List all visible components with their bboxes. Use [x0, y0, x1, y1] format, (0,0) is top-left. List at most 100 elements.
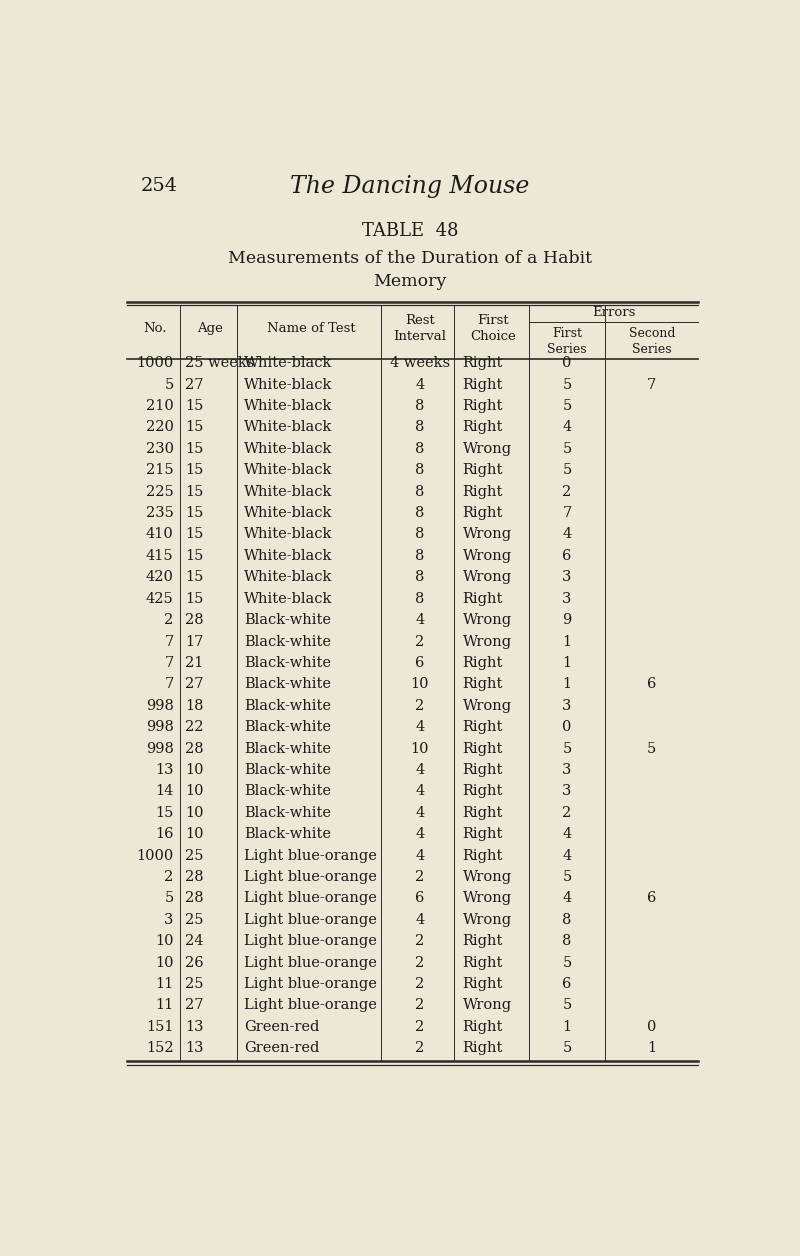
Text: Black-white: Black-white [244, 806, 331, 820]
Text: Name of Test: Name of Test [267, 322, 355, 334]
Text: Black-white: Black-white [244, 613, 331, 627]
Text: Wrong: Wrong [462, 613, 512, 627]
Text: 25 weeks: 25 weeks [186, 357, 254, 371]
Text: 22: 22 [186, 720, 204, 735]
Text: 5: 5 [647, 741, 657, 756]
Text: 5: 5 [562, 463, 571, 477]
Text: Black-white: Black-white [244, 741, 331, 756]
Text: 4: 4 [415, 806, 424, 820]
Text: 13: 13 [155, 762, 174, 777]
Text: No.: No. [143, 322, 166, 334]
Text: 15: 15 [186, 506, 204, 520]
Text: Wrong: Wrong [462, 999, 512, 1012]
Text: 15: 15 [186, 549, 204, 563]
Text: Green-red: Green-red [244, 1020, 319, 1034]
Text: 254: 254 [140, 177, 178, 195]
Text: 4: 4 [415, 613, 424, 627]
Text: 5: 5 [562, 741, 571, 756]
Text: 7: 7 [562, 506, 571, 520]
Text: 8: 8 [562, 934, 572, 948]
Text: 6: 6 [647, 677, 657, 691]
Text: 4: 4 [415, 913, 424, 927]
Text: 8: 8 [415, 592, 424, 605]
Text: Right: Right [462, 849, 503, 863]
Text: Right: Right [462, 828, 503, 842]
Text: 15: 15 [155, 806, 174, 820]
Text: 4: 4 [415, 762, 424, 777]
Text: 7: 7 [164, 677, 174, 691]
Text: Black-white: Black-white [244, 634, 331, 648]
Text: 28: 28 [186, 870, 204, 884]
Text: 7: 7 [164, 656, 174, 669]
Text: Wrong: Wrong [462, 913, 512, 927]
Text: 2: 2 [415, 934, 424, 948]
Text: Wrong: Wrong [462, 870, 512, 884]
Text: Right: Right [462, 934, 503, 948]
Text: White-black: White-black [244, 549, 333, 563]
Text: White-black: White-black [244, 528, 333, 541]
Text: Light blue-orange: Light blue-orange [244, 892, 377, 906]
Text: 3: 3 [562, 592, 572, 605]
Text: 2: 2 [415, 977, 424, 991]
Text: 235: 235 [146, 506, 174, 520]
Text: Right: Right [462, 378, 503, 392]
Text: 415: 415 [146, 549, 174, 563]
Text: 7: 7 [164, 634, 174, 648]
Text: Wrong: Wrong [462, 634, 512, 648]
Text: 420: 420 [146, 570, 174, 584]
Text: 8: 8 [415, 421, 424, 435]
Text: TABLE  48: TABLE 48 [362, 222, 458, 240]
Text: 2: 2 [415, 1041, 424, 1055]
Text: 8: 8 [415, 399, 424, 413]
Text: 5: 5 [562, 870, 571, 884]
Text: 15: 15 [186, 399, 204, 413]
Text: 1: 1 [562, 656, 571, 669]
Text: 7: 7 [647, 378, 657, 392]
Text: 13: 13 [186, 1020, 204, 1034]
Text: 21: 21 [186, 656, 204, 669]
Text: 13: 13 [186, 1041, 204, 1055]
Text: Right: Right [462, 357, 503, 371]
Text: 10: 10 [186, 762, 204, 777]
Text: 4: 4 [415, 720, 424, 735]
Text: Right: Right [462, 463, 503, 477]
Text: 2: 2 [415, 1020, 424, 1034]
Text: First
Series: First Series [547, 327, 586, 357]
Text: 1: 1 [562, 677, 571, 691]
Text: 28: 28 [186, 892, 204, 906]
Text: 28: 28 [186, 613, 204, 627]
Text: 4 weeks: 4 weeks [390, 357, 450, 371]
Text: 3: 3 [562, 762, 572, 777]
Text: 4: 4 [415, 828, 424, 842]
Text: 25: 25 [186, 977, 204, 991]
Text: 10: 10 [410, 677, 429, 691]
Text: 1: 1 [562, 634, 571, 648]
Text: The Dancing Mouse: The Dancing Mouse [290, 175, 530, 197]
Text: 1000: 1000 [136, 849, 174, 863]
Text: 8: 8 [415, 506, 424, 520]
Text: 4: 4 [562, 849, 571, 863]
Text: 4: 4 [415, 784, 424, 799]
Text: Light blue-orange: Light blue-orange [244, 956, 377, 970]
Text: 14: 14 [155, 784, 174, 799]
Text: 5: 5 [164, 892, 174, 906]
Text: 2: 2 [562, 806, 571, 820]
Text: Right: Right [462, 399, 503, 413]
Text: White-black: White-black [244, 570, 333, 584]
Text: 9: 9 [562, 613, 571, 627]
Text: 15: 15 [186, 570, 204, 584]
Text: 10: 10 [186, 828, 204, 842]
Text: 4: 4 [562, 421, 571, 435]
Text: Right: Right [462, 656, 503, 669]
Text: Wrong: Wrong [462, 892, 512, 906]
Text: Light blue-orange: Light blue-orange [244, 913, 377, 927]
Text: 26: 26 [186, 956, 204, 970]
Text: Measurements of the Duration of a Habit: Measurements of the Duration of a Habit [228, 250, 592, 268]
Text: Second
Series: Second Series [629, 327, 675, 357]
Text: 4: 4 [562, 528, 571, 541]
Text: Right: Right [462, 506, 503, 520]
Text: 3: 3 [562, 698, 572, 712]
Text: Light blue-orange: Light blue-orange [244, 849, 377, 863]
Text: 6: 6 [415, 656, 424, 669]
Text: 5: 5 [164, 378, 174, 392]
